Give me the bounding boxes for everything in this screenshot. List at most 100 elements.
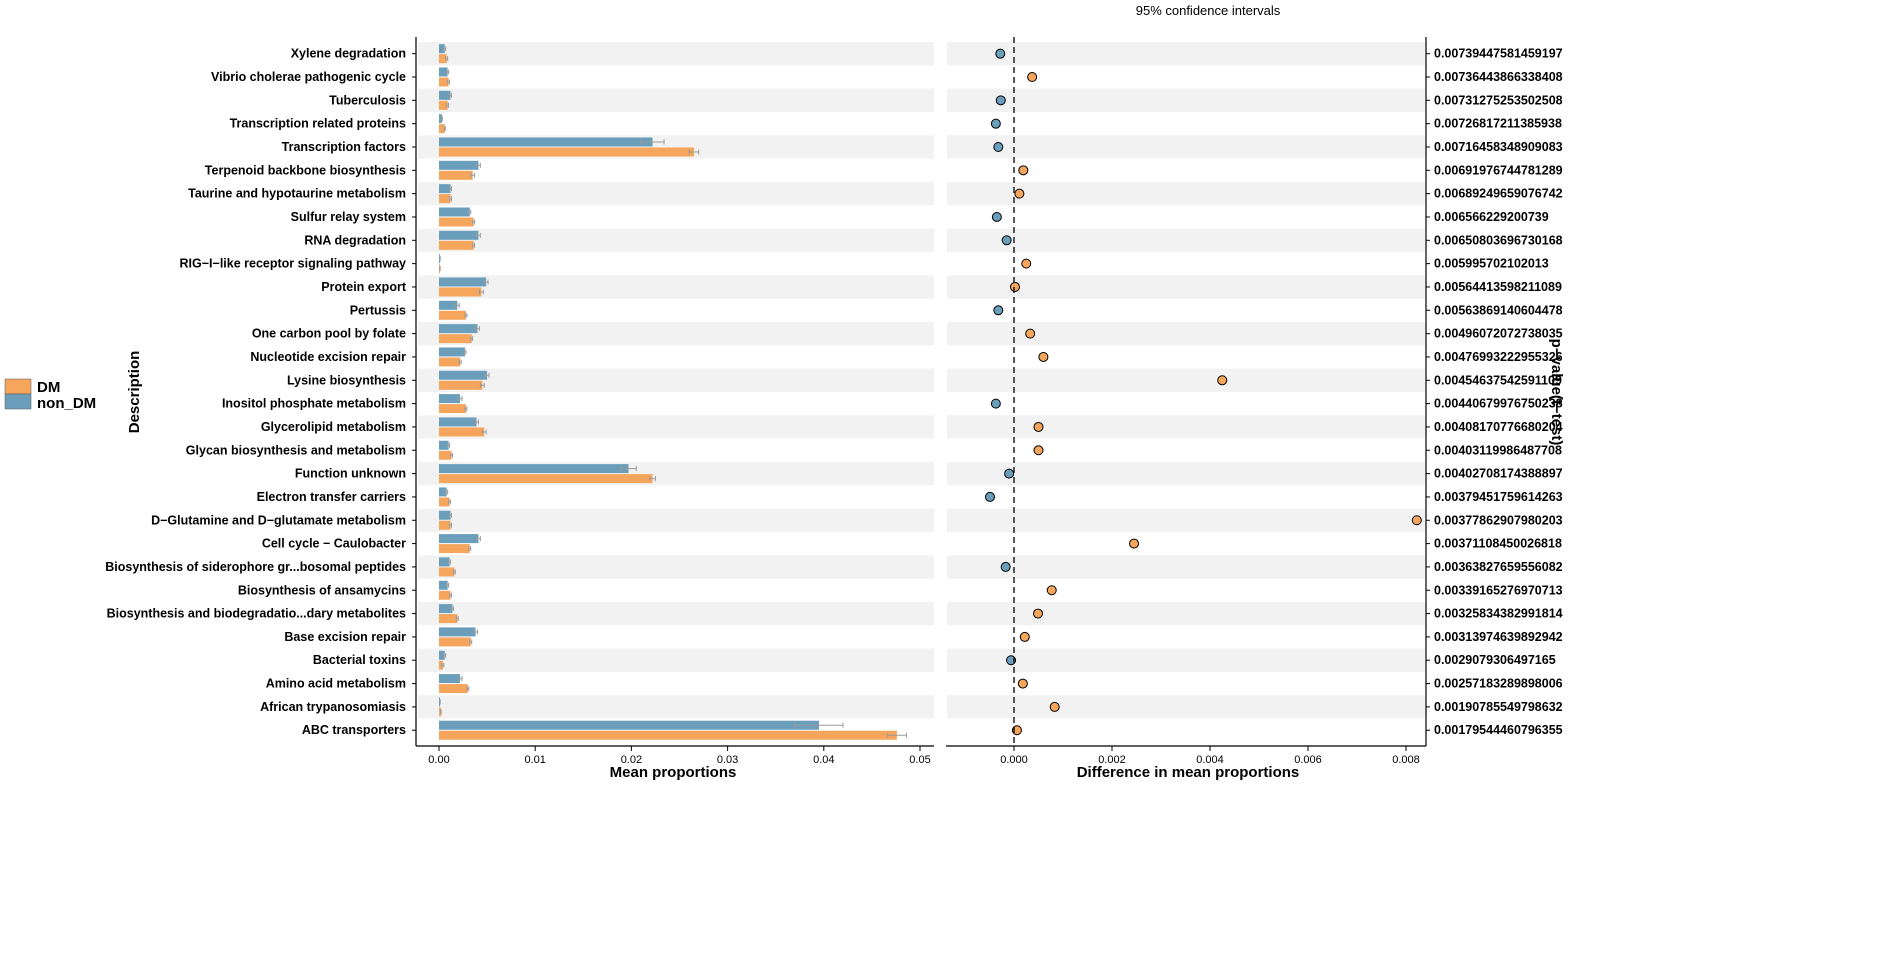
- bar-non-dm: [439, 370, 488, 380]
- bar-non-dm: [439, 580, 448, 590]
- x-tick-label-right: 0.008: [1392, 754, 1420, 766]
- p-value-label: 0.00564413598211089: [1434, 280, 1562, 294]
- p-value-label: 0.00403119986487708: [1434, 443, 1562, 457]
- point-dm: [1033, 445, 1044, 456]
- bar-dm: [439, 450, 452, 460]
- category-label: Inositol phosphate metabolism: [222, 397, 406, 411]
- bar-dm: [439, 357, 461, 367]
- p-value-label: 0.00563869140604478: [1434, 303, 1563, 317]
- row-stripe-left: [418, 88, 934, 112]
- category-label: Protein export: [321, 280, 407, 294]
- point-dm: [1025, 328, 1036, 339]
- point-dm: [1046, 585, 1057, 596]
- row-stripe-left: [418, 42, 934, 66]
- x-tick-label-left: 0.04: [813, 754, 834, 766]
- bar-non-dm: [439, 90, 451, 100]
- category-label: RNA degradation: [304, 233, 406, 247]
- bar-non-dm: [439, 137, 653, 147]
- p-value-label: 0.0029079306497165: [1434, 653, 1556, 667]
- p-value-label: 0.00716458348909083: [1434, 140, 1563, 154]
- bar-dm: [439, 77, 449, 87]
- point-dm: [1217, 375, 1228, 386]
- point-dm: [1038, 351, 1049, 362]
- x-tick-label-left: 0.05: [909, 754, 930, 766]
- x-tick-label-right: 0.004: [1196, 754, 1224, 766]
- bar-non-dm: [439, 534, 479, 544]
- bar-non-dm: [439, 277, 487, 287]
- category-labels: Xylene degradation Vibrio cholerae pathog…: [105, 47, 407, 738]
- bar-non-dm: [439, 300, 458, 310]
- row-stripe-left: [418, 275, 934, 299]
- category-label: Glycan biosynthesis and metabolism: [186, 443, 406, 457]
- bar-non-dm: [439, 44, 445, 54]
- p-value-labels: 0.00739447581459197 0.00736443866338408 0.…: [1434, 47, 1563, 738]
- bar-dm: [439, 730, 897, 740]
- bar-non-dm: [439, 674, 461, 684]
- category-label: RIG−I−like receptor signaling pathway: [180, 257, 407, 271]
- ci-panel: [984, 48, 1422, 736]
- row-stripe-right: [947, 601, 1425, 626]
- point-non-dm: [993, 141, 1004, 152]
- bar-non-dm: [439, 160, 479, 170]
- row-stripe-left: [418, 601, 934, 626]
- point-dm: [1033, 421, 1044, 432]
- bar-non-dm: [439, 324, 478, 334]
- p-value-label: 0.00689249659076742: [1434, 187, 1563, 201]
- bar-non-dm: [439, 557, 450, 567]
- point-non-dm: [991, 211, 1002, 222]
- x-tick-label-left: 0.02: [621, 754, 642, 766]
- bar-dm: [439, 170, 473, 180]
- bar-non-dm: [439, 440, 449, 450]
- row-stripe-right: [947, 555, 1425, 579]
- bar-non-dm: [439, 604, 453, 614]
- bar-non-dm: [439, 720, 819, 730]
- row-stripe-left: [418, 228, 934, 252]
- row-stripe-left: [418, 321, 934, 346]
- p-value-label: 0.00190785549798632: [1434, 700, 1563, 714]
- point-non-dm: [990, 398, 1001, 409]
- bar-panel: [439, 44, 908, 740]
- p-value-label: 0.005995702102013: [1434, 257, 1549, 271]
- point-dm: [1129, 538, 1140, 549]
- p-value-label: 0.00408170776680204: [1434, 420, 1563, 434]
- bar-dm: [439, 404, 466, 414]
- bar-non-dm: [439, 230, 479, 240]
- row-stripe-left: [418, 415, 934, 439]
- category-label: Amino acid metabolism: [266, 677, 406, 691]
- point-dm: [1009, 281, 1020, 292]
- axes: 0.00 0.01 0.02 0.03 0.04 0.05 0.000 0.002 0.004 0…: [412, 37, 1430, 766]
- p-value-label: 0.00339165276970713: [1434, 583, 1563, 597]
- x-axis-title-bars: Mean proportions: [610, 764, 737, 781]
- bar-dm: [439, 54, 447, 64]
- bar-non-dm: [439, 114, 442, 124]
- p-value-label: 0.00736443866338408: [1434, 70, 1563, 84]
- category-label: Biosynthesis of siderophore gr...bosomal…: [105, 560, 406, 574]
- category-label: Electron transfer carriers: [257, 490, 406, 504]
- bar-non-dm: [439, 464, 629, 474]
- bar-dm: [439, 380, 483, 390]
- bar-non-dm: [439, 650, 445, 660]
- p-value-label: 0.00179544460796355: [1434, 723, 1563, 737]
- bar-dm: [439, 217, 474, 227]
- bar-non-dm: [439, 394, 461, 404]
- point-dm: [1014, 188, 1025, 199]
- bar-dm: [439, 684, 468, 694]
- bar-dm: [439, 567, 455, 577]
- point-dm: [1019, 631, 1030, 642]
- p-value-label: 0.006566229200739: [1434, 210, 1549, 224]
- bar-non-dm: [439, 487, 447, 497]
- bar-dm: [439, 427, 485, 437]
- p-value-label: 0.00440679976750238: [1434, 397, 1563, 411]
- category-label: Lysine biosynthesis: [287, 373, 406, 387]
- category-label: Function unknown: [295, 467, 406, 481]
- point-non-dm: [995, 48, 1006, 59]
- legend-label-dm: DM: [37, 379, 60, 396]
- p-value-label: 0.00325834382991814: [1434, 607, 1563, 621]
- x-axis-title-ci: Difference in mean proportions: [1077, 764, 1300, 781]
- row-stripe-left: [418, 648, 934, 672]
- category-label: Nucleotide excision repair: [250, 350, 406, 364]
- bar-non-dm: [439, 347, 465, 357]
- bar-non-dm: [439, 184, 451, 194]
- row-stripe-left: [418, 695, 934, 719]
- category-label: One carbon pool by folate: [252, 327, 406, 341]
